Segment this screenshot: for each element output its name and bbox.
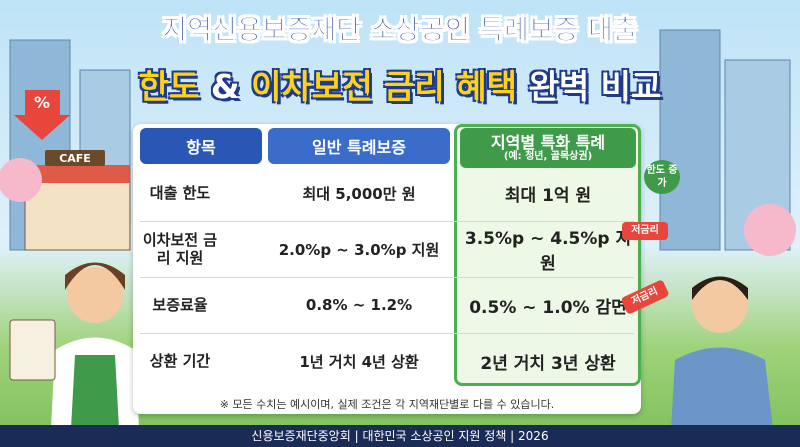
column-header: 항목 <box>140 128 262 164</box>
shop-sign: CAFE <box>59 152 91 165</box>
title-segment: & <box>210 67 240 106</box>
badge: 한도 증가 <box>644 160 680 194</box>
row-divider <box>140 221 634 222</box>
title-line1: 지역신용보증재단 소상공인 특례보증 대출 <box>162 15 638 47</box>
table-cell: 1년 거치 4년 상환 <box>299 352 419 371</box>
title-segment: 이차보전 금리 혜택 <box>251 67 517 106</box>
row-label: 상환 기간 <box>149 352 211 370</box>
table-cell: 0.8% ~ 1.2% <box>305 296 413 314</box>
title-segment: 한도 <box>138 67 200 106</box>
note: ※ 모든 수치는 예시이며, 실제 조건은 각 지역재단별로 다를 수 있습니다… <box>219 398 555 411</box>
column-header: 일반 특례보증 <box>268 128 450 164</box>
row-label: 이차보전 금리 지원 <box>142 231 218 267</box>
table-cell: 0.5% ~ 1.0% 감면 <box>469 297 627 318</box>
percent-sign: % <box>34 93 50 112</box>
title-line2: 한도 & 이차보전 금리 혜택 완벽 비교 <box>0 60 800 108</box>
footer: 신용보증재단중앙회 | 대한민국 소상공인 지원 정책 | 2026 <box>0 425 800 447</box>
table-cell: 2.0%p ~ 3.0%p 지원 <box>278 240 440 259</box>
table-cell: 2년 거치 3년 상환 <box>480 353 616 374</box>
row-divider <box>140 277 634 278</box>
row-divider <box>140 333 634 334</box>
column-header-text: 지역별 특화 특례 <box>490 132 606 152</box>
column-header: 지역별 특화 특례 (예: 청년, 골목상권) <box>460 128 636 168</box>
title-segment: 완벽 비교 <box>528 67 662 106</box>
row-label: 보증료율 <box>152 296 208 314</box>
column-note: (예: 청년, 골목상권) <box>503 151 593 163</box>
badge: 저금리 <box>622 222 668 240</box>
table-cell: 최대 5,000만 원 <box>302 184 416 203</box>
table-cell: 3.5%p ~ 4.5%p 지원 <box>464 229 632 274</box>
row-label: 대출 한도 <box>149 184 211 202</box>
table-cell: 최대 1억 원 <box>504 185 592 206</box>
